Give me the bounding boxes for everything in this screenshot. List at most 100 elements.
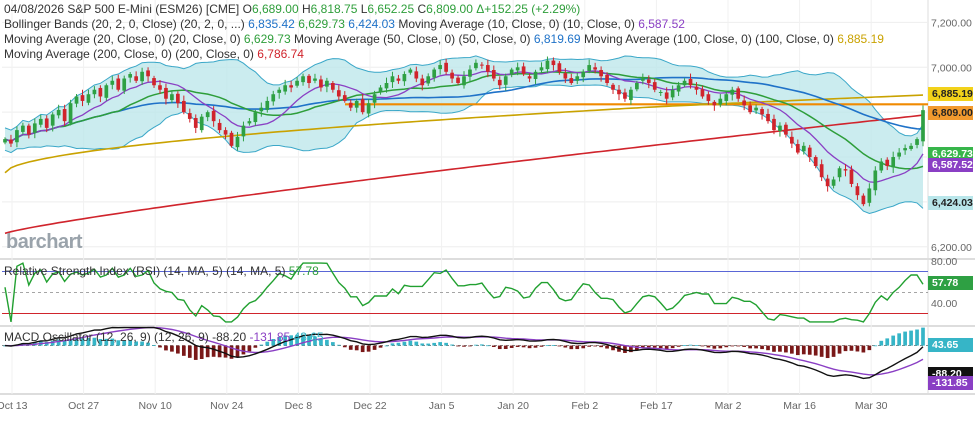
candle-body xyxy=(831,179,836,186)
candle-body xyxy=(664,92,669,99)
low-value: 6,652.25 xyxy=(367,2,415,16)
badge-ma100: 6,885.19 xyxy=(928,87,973,101)
candle-body xyxy=(557,63,562,72)
candle-body xyxy=(187,113,192,119)
macd-histogram-bar xyxy=(688,344,693,346)
candle-body xyxy=(146,70,150,77)
candle-body xyxy=(485,65,490,72)
candle-body xyxy=(801,145,806,152)
macd-line xyxy=(4,326,924,380)
close-value: 6,809.00 xyxy=(426,2,473,16)
candle-body xyxy=(825,178,830,187)
macd-histogram-bar xyxy=(676,345,681,347)
macd-histogram-bar xyxy=(390,343,395,346)
ma200-label: Moving Average (200, Close, 0) (200, Clo… xyxy=(4,47,254,61)
macd-histogram-bar xyxy=(849,345,854,351)
macd-histogram-bar xyxy=(468,345,472,347)
macd-histogram-bar xyxy=(819,345,824,357)
macd-histogram-bar xyxy=(301,334,305,346)
candle-body xyxy=(354,100,359,108)
low-label: L xyxy=(360,2,368,16)
candle-body xyxy=(784,124,788,135)
macd-histogram-bar xyxy=(414,341,419,346)
macd-histogram-bar xyxy=(772,345,776,352)
candle-body xyxy=(56,109,61,116)
candle-body xyxy=(623,92,627,99)
macd-histogram-bar xyxy=(599,345,603,348)
candle-body xyxy=(229,132,234,146)
macd-histogram-bar xyxy=(187,345,192,358)
macd-histogram-bar xyxy=(778,345,782,352)
macd-histogram-bar xyxy=(545,345,550,347)
macd-histogram-bar xyxy=(74,338,79,346)
badge-macd-signal: -131.85 xyxy=(928,376,973,390)
candle-body xyxy=(122,78,127,91)
candle-body xyxy=(9,139,13,144)
candle-body xyxy=(450,72,454,79)
macd-histogram-bar xyxy=(176,345,180,354)
macd-histogram-bar xyxy=(754,345,758,349)
candle-body xyxy=(372,94,377,103)
candle-body xyxy=(593,67,597,70)
candle-body xyxy=(700,89,705,97)
macd-histogram-bar xyxy=(181,345,186,356)
badge-ma10: 6,587.52 xyxy=(928,158,973,172)
macd-histogram-bar xyxy=(438,342,443,346)
macd-histogram-bar xyxy=(354,345,359,351)
rsi-tick-label: 40.00 xyxy=(931,298,957,310)
macd-histogram-bar xyxy=(360,345,365,353)
macd-histogram-bar xyxy=(861,345,866,353)
candle-body xyxy=(241,125,246,137)
macd-histogram-bar xyxy=(694,345,699,346)
macd-histogram-bar xyxy=(342,345,347,348)
candle-body xyxy=(80,95,85,101)
candle-body xyxy=(843,169,848,171)
macd-histogram-bar xyxy=(152,345,156,346)
macd-histogram-bar xyxy=(855,345,860,352)
candle-body xyxy=(790,136,794,144)
candle-body xyxy=(885,159,890,167)
macd-histogram-bar xyxy=(867,345,872,351)
candle-body xyxy=(742,100,747,106)
candle-body xyxy=(772,118,776,131)
macd-histogram-bar xyxy=(790,345,794,354)
candle-body xyxy=(140,71,144,82)
macd-histogram-bar xyxy=(646,345,651,348)
macd-histogram-bar xyxy=(265,341,270,346)
macd-histogram-bar xyxy=(807,345,812,355)
candle-body xyxy=(599,69,603,77)
macd-histogram-bar xyxy=(569,345,574,350)
macd-histogram-bar xyxy=(21,343,25,346)
macd-v2: -131.85 xyxy=(249,330,291,344)
bb-lower-value: 6,424.03 xyxy=(348,17,395,31)
macd-histogram-bar xyxy=(384,345,389,347)
bb-mid-value: 6,629.73 xyxy=(298,17,345,31)
x-tick-label: Nov 24 xyxy=(210,400,243,412)
candle-body xyxy=(289,85,293,88)
candle-body xyxy=(408,69,413,73)
candle-body xyxy=(426,76,431,84)
macd-histogram-bar xyxy=(134,341,138,346)
macd-histogram-bar xyxy=(801,345,806,355)
macd-histogram-bar xyxy=(122,340,127,346)
ma50-label: Moving Average (50, Close, 0) (50, Close… xyxy=(293,32,531,46)
macd-histogram-bar xyxy=(730,345,735,347)
macd-histogram-bar xyxy=(879,340,884,346)
badge-last: 6,809.00 xyxy=(928,106,973,120)
macd-histogram-bar xyxy=(557,345,562,347)
candle-body xyxy=(569,78,574,84)
candle-body xyxy=(438,65,443,70)
macd-histogram-bar xyxy=(68,339,73,346)
candle-body xyxy=(38,118,43,125)
candle-body xyxy=(581,71,586,78)
macd-histogram-bar xyxy=(146,342,150,346)
macd-histogram-bar xyxy=(223,345,228,358)
candle-body xyxy=(295,80,299,86)
macd-histogram-bar xyxy=(56,339,61,346)
macd-histogram-bar xyxy=(682,345,687,346)
macd-histogram-bar xyxy=(658,345,663,349)
macd-histogram-bar xyxy=(527,345,532,349)
macd-histogram-bar xyxy=(664,345,669,350)
